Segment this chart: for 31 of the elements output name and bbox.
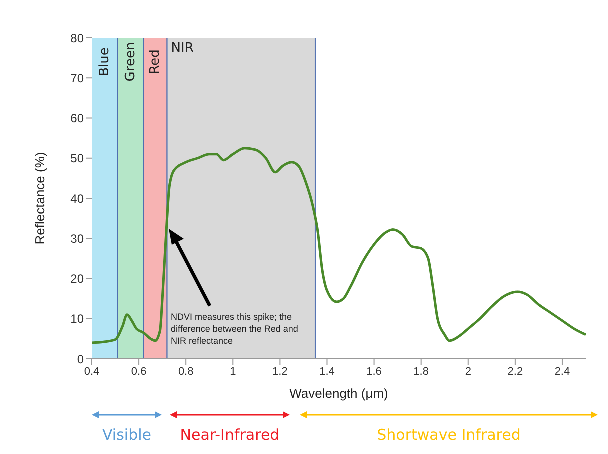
x-tick-label: 2.4 xyxy=(554,366,570,378)
x-tick-label: 2 xyxy=(465,366,472,378)
text: Shortwave Infrared xyxy=(376,426,522,444)
x-tick-label: 2.2 xyxy=(508,366,524,378)
y-tick-label: 10 xyxy=(70,312,84,326)
y-tick-label: 70 xyxy=(70,71,84,86)
band-label: Red xyxy=(148,50,164,74)
y-tick-label: 0 xyxy=(77,352,84,366)
text: Near-Infrared xyxy=(179,426,281,444)
y-tick-label: 60 xyxy=(70,112,84,126)
y-axis-title: Reflectance (%) xyxy=(32,152,48,245)
y-tick-label: 50 xyxy=(70,152,84,166)
line-series xyxy=(92,147,586,344)
text: Visible xyxy=(102,426,152,444)
x-tick-label: 1 xyxy=(230,366,236,378)
x-tick-label: 1.8 xyxy=(414,366,429,378)
annotation: NDVI measures this spike; the difference between the Red and NIR reflectance xyxy=(171,311,300,347)
x-tick-label: 0.6 xyxy=(131,366,147,378)
y-tick-label: 20 xyxy=(70,272,84,286)
band-label: NIR xyxy=(171,41,194,56)
band-label: Blue xyxy=(97,48,112,76)
x-tick-label: 1.6 xyxy=(366,366,382,378)
x-axis-title: Wavelength (μm) xyxy=(290,386,388,401)
band-label: Green xyxy=(123,42,138,82)
y-tick-label: 80 xyxy=(70,31,84,46)
y-tick-label: 30 xyxy=(70,232,84,246)
x-tick-label: 0.4 xyxy=(84,366,100,378)
x-tick-label: 1.4 xyxy=(320,366,335,378)
x-tick-label: 1.2 xyxy=(272,366,288,378)
x-tick-label: 0.8 xyxy=(178,366,194,378)
y-tick-label: 40 xyxy=(70,192,84,206)
